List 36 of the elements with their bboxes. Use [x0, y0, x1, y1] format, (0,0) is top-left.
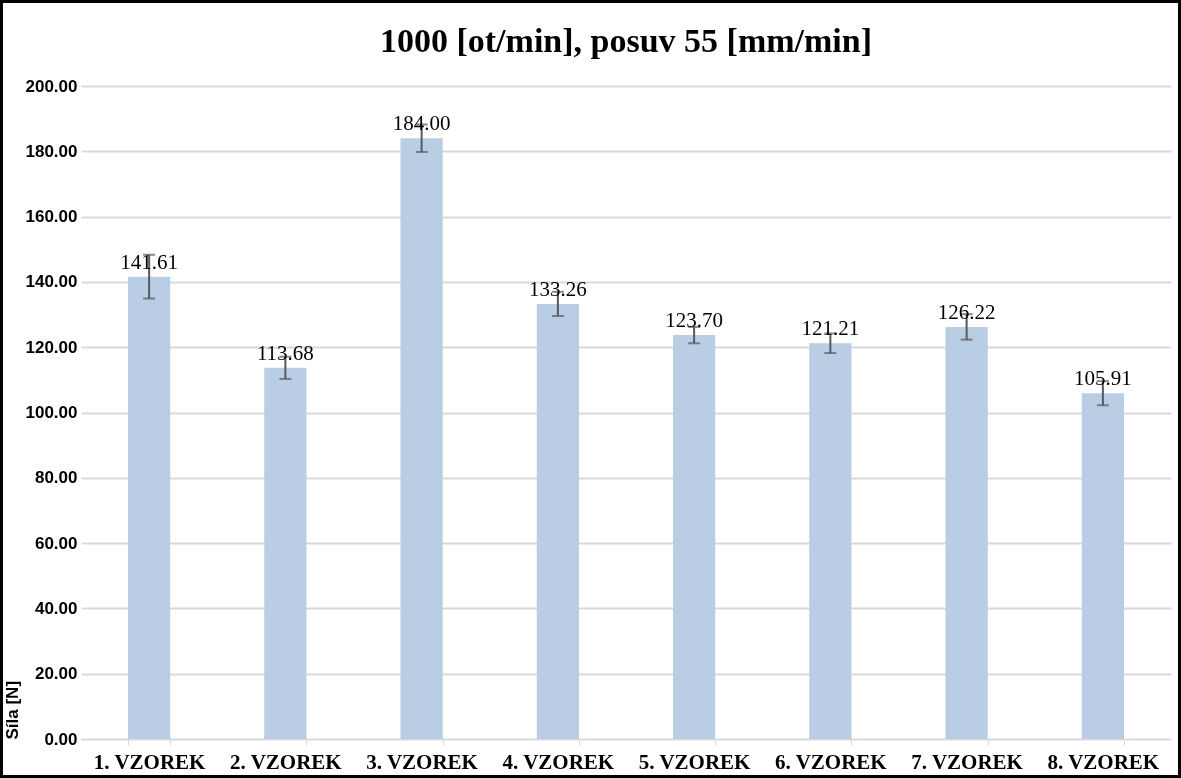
y-tick-label: 160.00 — [25, 207, 78, 227]
y-tick-label: 120.00 — [25, 337, 78, 357]
y-tick-label: 60.00 — [34, 533, 78, 553]
bar — [264, 367, 307, 739]
y-tick-label: 40.00 — [34, 598, 78, 618]
y-tick-label: 0.00 — [44, 729, 78, 749]
data-label: 123.70 — [665, 308, 723, 333]
data-label: 105.91 — [1074, 366, 1132, 391]
bar — [673, 335, 716, 739]
bar — [945, 326, 988, 739]
y-tick-label: 100.00 — [25, 403, 78, 422]
x-tick-label: 6. VZOREK — [775, 749, 888, 774]
data-label: 133.26 — [529, 276, 587, 301]
data-label: 184.00 — [392, 111, 451, 136]
y-tick-label: 140.00 — [25, 272, 78, 292]
x-tick-label: 5. VZOREK — [638, 749, 752, 774]
chart-title: 1000 [ot/min], posuv 55 [mm/min] — [379, 22, 873, 59]
y-tick-label: 20.00 — [34, 664, 78, 684]
data-label: 121.21 — [801, 316, 860, 341]
bar — [400, 138, 443, 739]
y-tick-label: 80.00 — [34, 468, 78, 488]
x-tick-label: 3. VZOREK — [366, 749, 479, 774]
x-tick-label: 1. VZOREK — [93, 749, 207, 774]
bar — [809, 343, 852, 739]
bar — [536, 303, 579, 739]
data-label: 126.22 — [937, 299, 996, 324]
x-tick-label: 7. VZOREK — [911, 749, 1024, 774]
y-tick-label: 200.00 — [25, 76, 78, 96]
x-tick-label: 4. VZOREK — [502, 749, 615, 774]
y-axis-title: Síla [N] — [2, 680, 22, 740]
data-label: 113.68 — [256, 340, 314, 365]
x-tick-label: 8. VZOREK — [1047, 749, 1160, 774]
bar — [128, 276, 171, 739]
bar — [1081, 393, 1124, 739]
y-tick-label: 180.00 — [25, 141, 78, 161]
x-tick-label: 2. VZOREK — [230, 749, 343, 774]
